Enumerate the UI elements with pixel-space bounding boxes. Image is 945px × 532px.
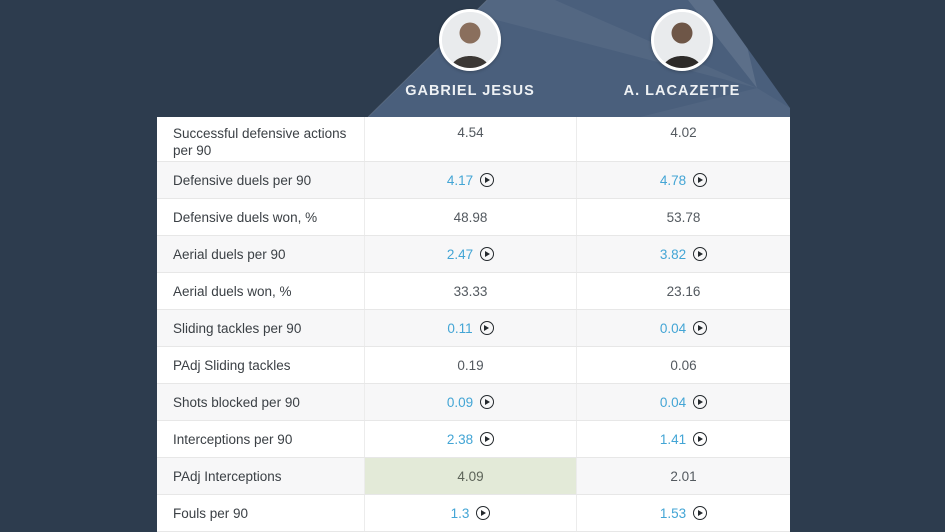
stat-number: 53.78 <box>666 209 701 225</box>
play-video-icon[interactable] <box>693 247 708 261</box>
stat-value-player2: 2.01 <box>577 458 790 494</box>
play-video-icon[interactable] <box>480 173 495 187</box>
stat-label: Successful defensive actions per 90 <box>157 117 365 161</box>
play-video-icon[interactable] <box>480 432 495 446</box>
stat-number: 0.04 <box>659 320 687 336</box>
stats-table: Successful defensive actions per 90 4.54… <box>157 117 790 532</box>
stat-number: 0.04 <box>659 394 687 410</box>
stat-label: Defensive duels per 90 <box>157 162 365 198</box>
stat-number: 4.54 <box>457 125 484 140</box>
play-video-icon[interactable] <box>480 395 495 409</box>
stat-value-player1: 33.33 <box>365 273 577 309</box>
play-video-icon[interactable] <box>693 432 708 446</box>
player-name: GABRIEL JESUS <box>405 83 535 99</box>
stat-row: Interceptions per 90 2.38 1.41 <box>157 421 790 458</box>
stat-row: PAdj Sliding tackles 0.19 0.06 <box>157 347 790 384</box>
stats-rows: Successful defensive actions per 90 4.54… <box>157 117 790 532</box>
play-video-icon[interactable] <box>693 173 708 187</box>
stat-value-player1: 4.54 <box>365 117 577 161</box>
stat-value-player1: 1.3 <box>365 495 577 531</box>
stat-row: Aerial duels per 90 2.47 3.82 <box>157 236 790 273</box>
stat-row: PAdj Interceptions 4.09 2.01 <box>157 458 790 495</box>
stat-label: Aerial duels won, % <box>157 273 365 309</box>
stat-value-player1: 0.19 <box>365 347 577 383</box>
stat-label: Sliding tackles per 90 <box>157 310 365 346</box>
person-photo-placeholder-icon <box>654 12 710 68</box>
player-avatar <box>651 9 713 71</box>
play-video-icon[interactable] <box>693 506 708 520</box>
person-photo-placeholder-icon <box>442 12 498 68</box>
player-name: A. LACAZETTE <box>623 83 741 99</box>
stat-row: Aerial duels won, % 33.33 23.16 <box>157 273 790 310</box>
player-column-2: A. LACAZETTE <box>582 9 782 99</box>
stat-label: Interceptions per 90 <box>157 421 365 457</box>
stat-number: 1.41 <box>659 431 687 447</box>
stat-number: 48.98 <box>453 209 488 225</box>
stat-label: Shots blocked per 90 <box>157 384 365 420</box>
stat-label: Fouls per 90 <box>157 495 365 531</box>
play-video-icon[interactable] <box>693 321 708 335</box>
play-video-icon[interactable] <box>693 395 708 409</box>
stat-label: Defensive duels won, % <box>157 199 365 235</box>
stat-value-player2: 23.16 <box>577 273 790 309</box>
stat-value-player2: 1.41 <box>577 421 790 457</box>
stat-number: 1.53 <box>659 505 687 521</box>
stat-number: 0.19 <box>457 357 484 373</box>
stat-number: 1.3 <box>450 505 470 521</box>
stat-row: Sliding tackles per 90 0.11 0.04 <box>157 310 790 347</box>
stat-value-player2: 0.04 <box>577 384 790 420</box>
stat-label: Aerial duels per 90 <box>157 236 365 272</box>
stat-value-player2: 0.04 <box>577 310 790 346</box>
stat-row: Fouls per 90 1.3 1.53 <box>157 495 790 532</box>
stat-value-player2: 1.53 <box>577 495 790 531</box>
stat-number: 2.47 <box>446 246 474 262</box>
stat-value-player1: 2.38 <box>365 421 577 457</box>
play-video-icon[interactable] <box>479 321 494 335</box>
stat-row: Defensive duels won, % 48.98 53.78 <box>157 199 790 236</box>
stat-row: Successful defensive actions per 90 4.54… <box>157 117 790 162</box>
stat-number: 3.82 <box>659 246 687 262</box>
stat-number: 4.17 <box>446 172 474 188</box>
stat-row: Shots blocked per 90 0.09 0.04 <box>157 384 790 421</box>
stat-value-player1: 4.09 <box>365 458 577 494</box>
stat-value-player1: 48.98 <box>365 199 577 235</box>
player-avatar <box>439 9 501 71</box>
stat-label: PAdj Sliding tackles <box>157 347 365 383</box>
stat-number: 4.02 <box>670 125 697 140</box>
play-video-icon[interactable] <box>476 506 491 520</box>
stat-number: 0.11 <box>447 320 473 336</box>
stat-number: 4.09 <box>457 468 484 484</box>
stat-number: 33.33 <box>453 283 488 299</box>
stat-number: 2.01 <box>670 468 697 484</box>
player-column-1: GABRIEL JESUS <box>370 9 570 99</box>
stat-number: 0.06 <box>670 357 697 373</box>
stat-value-player2: 4.78 <box>577 162 790 198</box>
stat-number: 2.38 <box>446 431 474 447</box>
stat-value-player1: 2.47 <box>365 236 577 272</box>
stat-value-player2: 4.02 <box>577 117 790 161</box>
stat-label: PAdj Interceptions <box>157 458 365 494</box>
stat-number: 23.16 <box>666 283 701 299</box>
stat-row: Defensive duels per 90 4.17 4.78 <box>157 162 790 199</box>
stat-value-player2: 3.82 <box>577 236 790 272</box>
stat-value-player1: 0.09 <box>365 384 577 420</box>
stat-value-player1: 0.11 <box>365 310 577 346</box>
comparison-header: GABRIEL JESUS A. LACAZETTE <box>0 0 790 117</box>
stat-value-player2: 0.06 <box>577 347 790 383</box>
stat-number: 0.09 <box>446 394 474 410</box>
stat-number: 4.78 <box>659 172 687 188</box>
stat-value-player1: 4.17 <box>365 162 577 198</box>
play-video-icon[interactable] <box>480 247 495 261</box>
stat-value-player2: 53.78 <box>577 199 790 235</box>
